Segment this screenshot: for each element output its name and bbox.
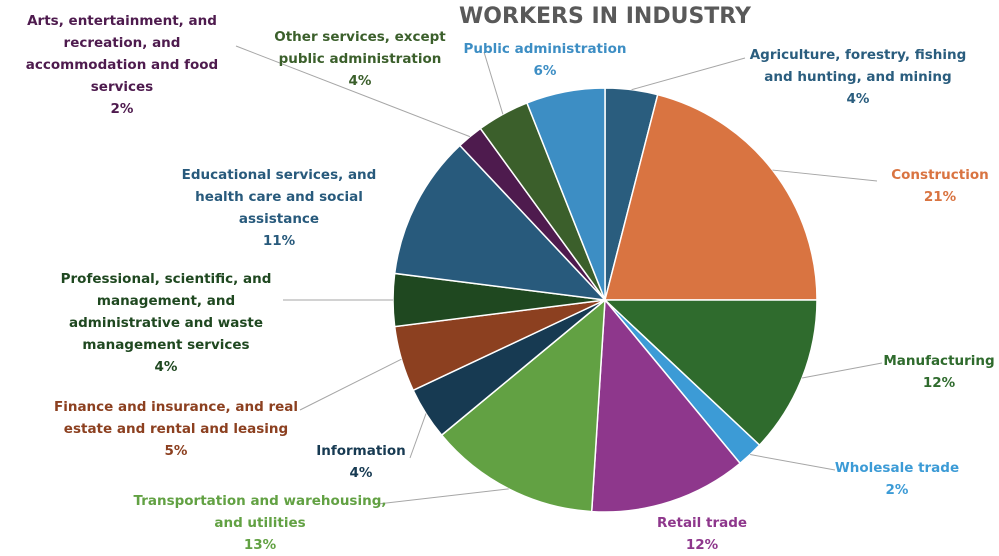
percent-label: 2% [885, 482, 909, 498]
percent-label: 2% [110, 101, 134, 117]
category-name: Educational services, and health care an… [181, 167, 377, 227]
slice-label: Manufacturing 12% [879, 350, 999, 394]
category-name: Manufacturing [883, 353, 995, 369]
leader-line [483, 51, 504, 115]
percent-label: 4% [846, 91, 870, 107]
category-name: Wholesale trade [834, 460, 960, 476]
slice-label: Arts, entertainment, and recreation, and… [2, 10, 242, 120]
category-name: Construction [891, 167, 989, 183]
percent-label: 5% [164, 443, 188, 459]
slice-label: Public administration 6% [460, 38, 630, 82]
pie-slice [525, 87, 606, 301]
category-name: Other services, except public administra… [274, 29, 446, 67]
percent-label: 21% [923, 189, 957, 205]
pie-slice [440, 298, 606, 513]
slice-label: Construction 21% [880, 164, 999, 208]
leader-line [772, 169, 878, 182]
leader-line [299, 358, 402, 411]
percent-label: 4% [349, 465, 373, 481]
slice-label: Transportation and warehousing, and util… [130, 490, 390, 556]
leader-line [631, 57, 746, 91]
category-name: Information [316, 443, 406, 459]
slice-label: Wholesale trade 2% [827, 457, 967, 501]
category-name: Arts, entertainment, and recreation, and… [25, 13, 219, 95]
pie-slice [603, 299, 818, 447]
leader-line [750, 454, 836, 471]
pie-slice [590, 298, 742, 513]
category-name: Agriculture, forestry, fishing and hunti… [749, 47, 967, 85]
percent-label: 4% [348, 73, 372, 89]
chart-title: WORKERS IN INDUSTRY [459, 4, 751, 29]
category-name: Professional, scientific, and management… [60, 271, 272, 353]
percent-label: 12% [922, 375, 956, 391]
category-name: Public administration [463, 41, 627, 57]
percent-label: 12% [685, 537, 719, 553]
pie-slice [393, 144, 607, 302]
percent-label: 13% [243, 537, 277, 553]
percent-label: 4% [154, 359, 178, 375]
leader-line [377, 488, 509, 505]
pie-slice [604, 93, 818, 301]
percent-label: 11% [262, 233, 296, 249]
category-name: Retail trade [656, 515, 748, 531]
slice-label: Professional, scientific, and management… [46, 268, 286, 378]
slice-label: Educational services, and health care an… [164, 164, 394, 252]
slice-label: Information 4% [301, 440, 421, 484]
category-name: Finance and insurance, and real estate a… [53, 399, 298, 437]
leader-line [802, 362, 883, 379]
leader-line [409, 413, 427, 459]
percent-label: 6% [533, 63, 557, 79]
category-name: Transportation and warehousing, and util… [133, 493, 387, 531]
slice-label: Finance and insurance, and real estate a… [46, 396, 306, 462]
slice-label: Retail trade 12% [642, 512, 762, 556]
leader-line [235, 45, 471, 138]
slice-label: Other services, except public administra… [250, 26, 470, 92]
slice-label: Agriculture, forestry, fishing and hunti… [738, 44, 978, 110]
